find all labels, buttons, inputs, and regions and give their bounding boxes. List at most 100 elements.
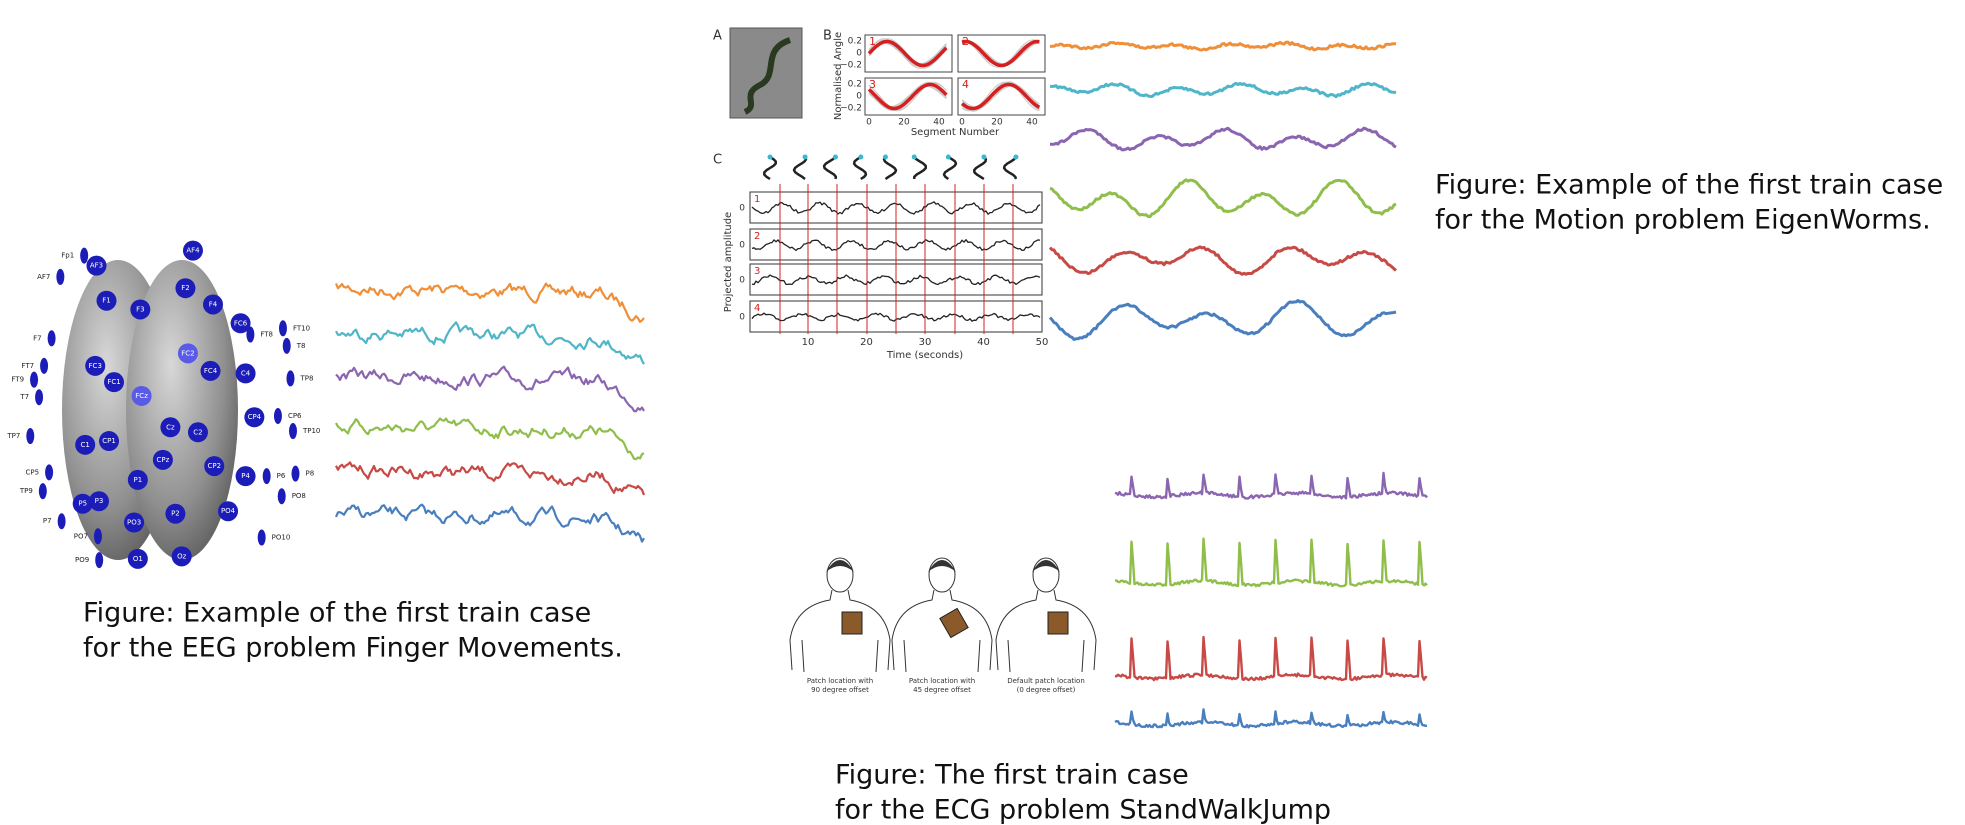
electrode-label: FC3 [89, 362, 102, 370]
electrode [203, 294, 224, 315]
electrode [230, 313, 251, 334]
electrode [235, 363, 256, 384]
axis-label: Projected amplitude [723, 212, 734, 312]
worm-head [981, 154, 987, 160]
electrode [286, 370, 295, 387]
worm-head [945, 154, 951, 160]
worm-head [832, 154, 838, 160]
hair [1032, 560, 1060, 572]
y-tick-label: 0 [856, 92, 862, 102]
electrode [47, 330, 56, 347]
ecg-trace [1114, 635, 1428, 682]
electrode [246, 326, 255, 343]
electrode [187, 422, 208, 443]
electrode [171, 546, 192, 567]
eeg-trace [335, 461, 646, 496]
worm-icon [1002, 156, 1018, 180]
row-tick: 0 [739, 241, 745, 251]
electrode [130, 299, 151, 320]
caption-line: Figure: Example of the first train case [83, 598, 591, 629]
electrode-label: TP9 [19, 487, 33, 495]
worm-head [1013, 154, 1019, 160]
electrode [96, 290, 117, 311]
panel-label: C [713, 153, 722, 168]
x-tick-label: 50 [1036, 337, 1049, 348]
electrode-label: Oz [177, 552, 187, 560]
x-tick-label: 0 [866, 118, 872, 128]
electrode [72, 493, 93, 514]
electrode-label: FC2 [181, 349, 194, 357]
electrode-label: F7 [33, 334, 41, 342]
motion-trace [1049, 40, 1396, 52]
worm-head [911, 154, 917, 160]
angle-mean [867, 39, 948, 68]
brain-right [126, 260, 238, 560]
worm-icon [763, 155, 777, 181]
electrode [218, 501, 239, 522]
electrode [85, 355, 106, 376]
electrode [88, 491, 109, 512]
electrode [244, 407, 265, 428]
electrode-label: F3 [136, 305, 144, 313]
hair [928, 560, 956, 572]
worm-head [802, 154, 808, 160]
electrode-label: CP1 [102, 437, 116, 445]
row-number: 3 [754, 266, 760, 277]
eeg-trace [335, 417, 645, 461]
motion-trace [1049, 178, 1397, 219]
x-tick-label: 0 [959, 118, 965, 128]
x-tick-label: 10 [802, 337, 815, 348]
electrode [75, 434, 96, 455]
row-number: 1 [754, 194, 760, 205]
y-tick-label: 0.2 [848, 37, 862, 47]
patch-caption: 45 degree offset [913, 686, 971, 694]
electrode-label: FT9 [11, 376, 24, 384]
electrode-label: F2 [181, 284, 189, 292]
angle-mean [867, 82, 948, 111]
y-tick-label: −0.2 [840, 61, 862, 71]
hair [826, 560, 854, 572]
torso [789, 589, 891, 673]
electrode [288, 423, 297, 440]
worm-icon [822, 156, 838, 180]
electrode-label: FT8 [260, 331, 273, 339]
electrode-label: AF4 [186, 247, 200, 255]
ecg-trace [1114, 708, 1428, 729]
electrode-label: TP10 [302, 427, 320, 435]
electrode-label: P7 [43, 517, 52, 525]
axis-label: Time (seconds) [886, 350, 963, 361]
electrode [95, 552, 104, 569]
patch [841, 611, 863, 635]
electrode-label: CPz [156, 456, 169, 464]
y-tick-label: 0.2 [848, 80, 862, 90]
patch [1047, 611, 1069, 635]
electrode-label: C2 [193, 428, 202, 436]
patch-caption: (0 degree offset) [1017, 686, 1076, 694]
electrode [124, 512, 145, 533]
electrode [277, 488, 286, 505]
electrode-label: Fp1 [61, 252, 74, 260]
patch-caption: Patch location with [909, 677, 975, 685]
electrode [26, 428, 35, 445]
electrode-label: CP2 [207, 462, 221, 470]
torso [891, 589, 993, 673]
x-tick-label: 40 [933, 118, 945, 128]
electrode-label: P2 [171, 510, 180, 518]
worm-photo [729, 27, 803, 119]
electrode [45, 464, 54, 481]
electrode-label: P5 [78, 500, 87, 508]
electrode-label: C1 [81, 441, 90, 449]
electrode-label: T8 [296, 342, 306, 350]
worm-icon [942, 155, 958, 181]
subplot-number: 2 [962, 35, 969, 48]
electrode [127, 548, 148, 569]
subplot-number: 1 [869, 35, 876, 48]
electrode [38, 483, 47, 500]
electrode-label: O1 [133, 555, 143, 563]
electrode-label: FT10 [293, 324, 310, 332]
electrode-label: AF7 [37, 273, 50, 281]
electrode [278, 320, 287, 337]
electrode [200, 360, 221, 381]
angle-mean [960, 82, 1041, 111]
